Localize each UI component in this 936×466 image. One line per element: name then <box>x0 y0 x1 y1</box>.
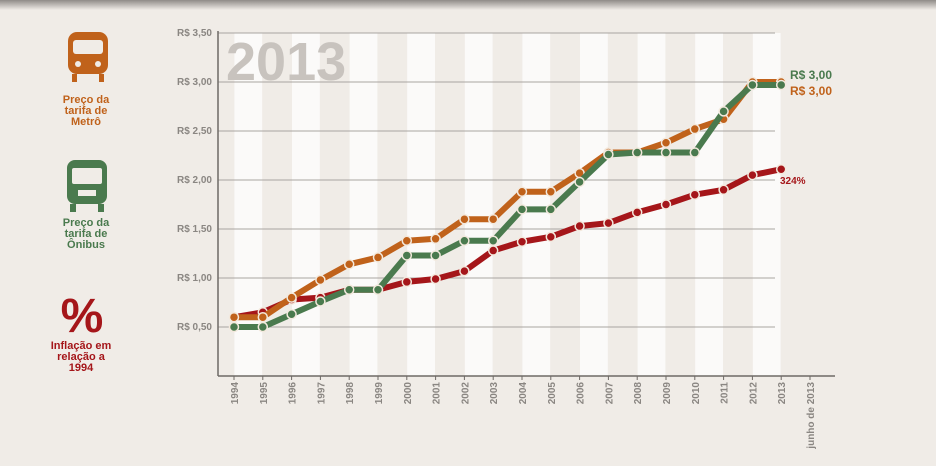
legend-label: Preço da tarifa de Ônibus <box>62 217 110 251</box>
x-tick-label: 1997 <box>316 382 327 405</box>
top-shadow <box>0 0 936 10</box>
x-tick-label: 2009 <box>662 382 673 405</box>
column-band <box>349 33 378 376</box>
data-point <box>401 276 413 288</box>
x-tick-label: junho de 2013 <box>806 382 817 450</box>
y-tick-label: R$ 1,50 <box>177 224 212 235</box>
data-point <box>631 147 643 158</box>
data-point <box>315 274 326 286</box>
end-label: R$ 3,00 <box>790 68 832 82</box>
data-point <box>401 235 413 247</box>
x-tick-label: 1998 <box>345 382 356 405</box>
data-point <box>516 186 528 198</box>
y-tick-label: R$ 3,50 <box>177 28 212 39</box>
x-tick-label: 2012 <box>748 382 759 405</box>
column-band <box>522 33 551 376</box>
x-tick-label: 2004 <box>518 382 529 405</box>
legend-label: Preço da tarifa de Metrô <box>62 94 110 128</box>
data-point <box>660 137 672 149</box>
data-point <box>459 265 470 277</box>
data-point <box>487 235 499 247</box>
watermark: 2013 <box>226 32 346 92</box>
column-band <box>292 33 320 376</box>
x-tick-label: 2006 <box>576 382 587 405</box>
end-label: R$ 3,00 <box>790 84 832 98</box>
x-tick-label: 2001 <box>432 382 443 405</box>
column-band <box>464 33 493 376</box>
x-tick-label: 2002 <box>460 382 471 405</box>
data-point <box>775 163 787 175</box>
x-tick-label: 2010 <box>691 382 702 405</box>
column-band <box>752 33 781 376</box>
y-tick-label: R$ 2,00 <box>177 175 212 186</box>
data-point <box>689 123 701 135</box>
data-point <box>574 220 585 232</box>
x-tick-label: 2000 <box>403 382 414 405</box>
data-point <box>286 309 297 320</box>
x-tick-label: 2011 <box>720 382 731 404</box>
y-tick-label: R$ 0,50 <box>177 322 212 333</box>
x-tick-label: 2005 <box>547 382 558 405</box>
x-tick-label: 2008 <box>633 382 644 405</box>
data-point <box>343 259 355 270</box>
data-point <box>459 235 470 247</box>
data-point <box>775 79 787 91</box>
data-point <box>603 217 614 229</box>
data-point <box>516 236 528 247</box>
data-point <box>401 250 413 261</box>
data-point <box>660 147 672 158</box>
series-line <box>234 79 782 321</box>
data-point <box>286 292 297 303</box>
metro-icon <box>68 32 108 82</box>
data-point <box>372 252 384 263</box>
data-point <box>228 321 240 333</box>
data-point <box>689 147 701 158</box>
data-point <box>343 284 355 296</box>
column-band <box>407 33 435 376</box>
data-point <box>545 186 557 198</box>
data-point <box>747 169 758 181</box>
data-point <box>718 184 729 196</box>
data-point <box>430 250 441 261</box>
end-label: 324% <box>780 176 806 187</box>
y-tick-label: R$ 1,00 <box>177 273 212 284</box>
x-tick-label: 2013 <box>777 382 788 405</box>
column-band <box>695 33 723 376</box>
data-point <box>257 311 269 323</box>
column-band <box>580 33 608 376</box>
data-point <box>372 284 384 296</box>
legend-label: Inflação em relação a 1994 <box>50 340 112 374</box>
data-point <box>430 273 441 285</box>
data-point <box>459 213 470 225</box>
data-point <box>545 231 557 243</box>
x-tick-label: 2003 <box>489 382 500 405</box>
data-point <box>257 321 269 333</box>
percent-icon: % <box>61 290 104 343</box>
x-tick-label: 1995 <box>259 382 270 405</box>
data-point <box>574 176 585 188</box>
data-point <box>487 245 499 256</box>
data-point <box>660 199 672 210</box>
data-point <box>747 79 758 91</box>
data-point <box>603 149 614 160</box>
data-point <box>689 189 701 200</box>
x-tick-label: 1996 <box>288 382 299 405</box>
data-point <box>718 106 729 117</box>
data-point <box>228 311 240 323</box>
data-point <box>545 204 557 215</box>
bus-icon <box>67 160 107 212</box>
y-tick-label: R$ 2,50 <box>177 126 212 137</box>
data-point <box>487 213 499 225</box>
x-tick-label: 1999 <box>374 382 385 405</box>
x-tick-label: 2007 <box>604 382 615 405</box>
data-point <box>315 296 326 307</box>
data-point <box>631 207 643 218</box>
y-tick-label: R$ 3,00 <box>177 77 212 88</box>
x-tick-label: 1994 <box>230 382 241 405</box>
data-point <box>516 204 528 215</box>
data-point <box>430 233 441 245</box>
